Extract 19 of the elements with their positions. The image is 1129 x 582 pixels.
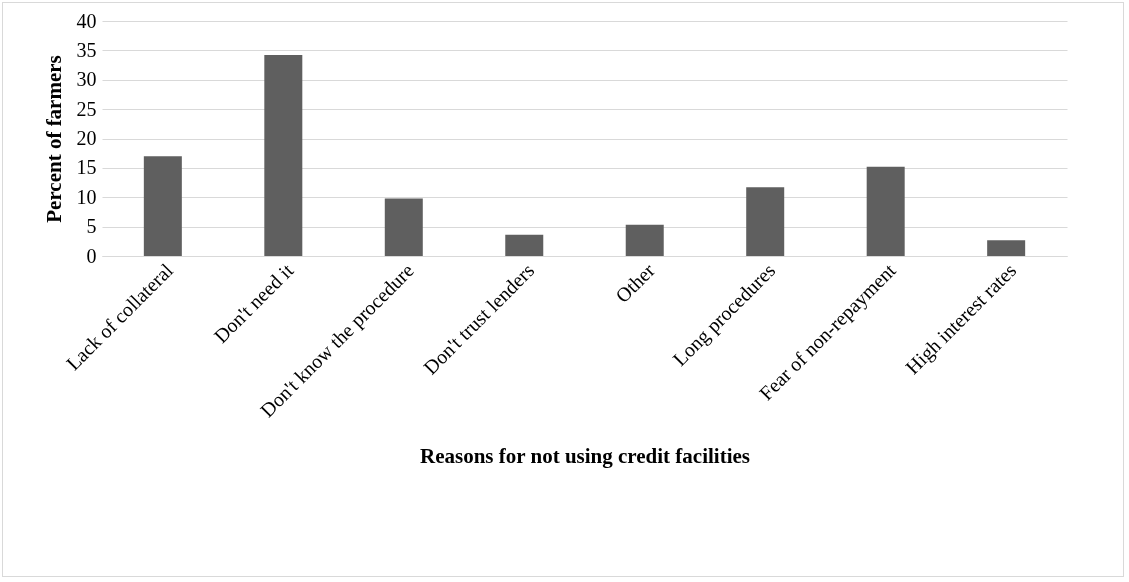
bar	[746, 187, 785, 256]
y-tick-label: 20	[76, 127, 97, 149]
bar	[866, 166, 905, 256]
bar	[384, 198, 423, 256]
x-axis-title: Reasons for not using credit facilities	[420, 444, 750, 469]
y-tick-label: 5	[86, 215, 97, 238]
bar	[264, 55, 303, 256]
bar	[505, 234, 544, 256]
y-tick-label: 40	[76, 9, 97, 32]
y-tick-label: 15	[76, 156, 97, 179]
y-tick-label: 30	[76, 68, 97, 91]
y-tick-label: 10	[76, 185, 97, 208]
y-tick-label: 25	[76, 97, 97, 120]
y-tick-label: 0	[86, 244, 97, 267]
bar	[987, 240, 1026, 256]
y-tick-label: 35	[76, 38, 97, 61]
bar	[625, 224, 664, 256]
y-axis-title: Percent of farmers	[41, 55, 66, 223]
bar	[143, 156, 182, 256]
